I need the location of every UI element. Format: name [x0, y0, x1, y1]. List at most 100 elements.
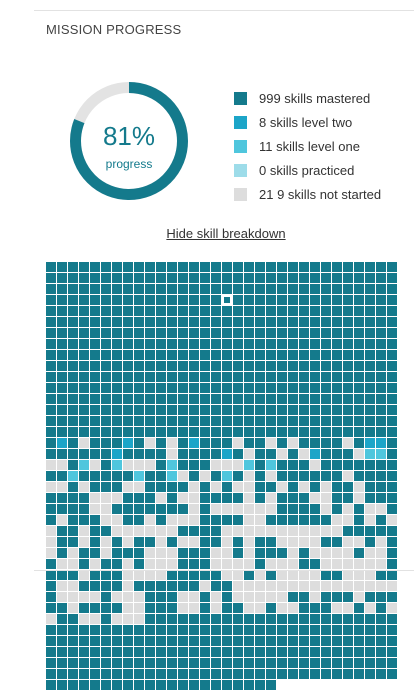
skill-cell[interactable] [376, 548, 386, 558]
skill-cell[interactable] [343, 350, 353, 360]
skill-cell[interactable] [112, 603, 122, 613]
skill-cell[interactable] [354, 515, 364, 525]
skill-cell[interactable] [90, 636, 100, 646]
skill-cell[interactable] [222, 471, 232, 481]
skill-cell[interactable] [200, 372, 210, 382]
skill-cell[interactable] [244, 647, 254, 657]
skill-cell[interactable] [57, 658, 67, 668]
skill-cell[interactable] [46, 361, 56, 371]
skill-cell[interactable] [145, 306, 155, 316]
skill-cell[interactable] [233, 570, 243, 580]
skill-cell[interactable] [387, 482, 397, 492]
skill-cell[interactable] [288, 680, 298, 690]
skill-cell[interactable] [156, 339, 166, 349]
skill-cell[interactable] [90, 273, 100, 283]
skill-cell[interactable] [277, 625, 287, 635]
skill-cell[interactable] [310, 647, 320, 657]
skill-cell[interactable] [277, 581, 287, 591]
skill-cell[interactable] [112, 306, 122, 316]
skill-cell[interactable] [57, 273, 67, 283]
skill-cell[interactable] [321, 658, 331, 668]
skill-cell[interactable] [123, 658, 133, 668]
skill-cell[interactable] [211, 273, 221, 283]
skill-cell[interactable] [123, 581, 133, 591]
skill-cell[interactable] [68, 317, 78, 327]
skill-cell[interactable] [244, 603, 254, 613]
skill-cell[interactable] [112, 427, 122, 437]
skill-cell[interactable] [112, 273, 122, 283]
skill-cell[interactable] [200, 570, 210, 580]
skill-cell[interactable] [255, 295, 265, 305]
skill-cell[interactable] [365, 372, 375, 382]
skill-cell[interactable] [156, 493, 166, 503]
skill-cell[interactable] [79, 460, 89, 470]
skill-cell[interactable] [189, 262, 199, 272]
skill-cell[interactable] [101, 592, 111, 602]
skill-cell[interactable] [101, 460, 111, 470]
skill-cell[interactable] [90, 372, 100, 382]
skill-cell[interactable] [288, 295, 298, 305]
skill-cell[interactable] [46, 559, 56, 569]
skill-cell[interactable] [156, 317, 166, 327]
skill-cell[interactable] [255, 603, 265, 613]
skill-cell[interactable] [343, 339, 353, 349]
skill-cell[interactable] [90, 350, 100, 360]
skill-cell[interactable] [112, 328, 122, 338]
skill-cell[interactable] [354, 350, 364, 360]
skill-cell[interactable] [145, 625, 155, 635]
skill-cell[interactable] [365, 537, 375, 547]
skill-cell[interactable] [387, 559, 397, 569]
skill-cell[interactable] [123, 515, 133, 525]
skill-cell[interactable] [200, 273, 210, 283]
skill-cell[interactable] [189, 416, 199, 426]
skill-cell[interactable] [321, 416, 331, 426]
skill-cell[interactable] [134, 317, 144, 327]
skill-cell[interactable] [299, 559, 309, 569]
skill-cell[interactable] [332, 449, 342, 459]
skill-cell[interactable] [101, 570, 111, 580]
skill-cell[interactable] [200, 625, 210, 635]
skill-cell[interactable] [156, 570, 166, 580]
skill-cell[interactable] [211, 515, 221, 525]
skill-cell[interactable] [233, 548, 243, 558]
skill-cell[interactable] [90, 471, 100, 481]
skill-cell[interactable] [233, 383, 243, 393]
skill-cell[interactable] [189, 273, 199, 283]
skill-cell[interactable] [101, 603, 111, 613]
skill-cell[interactable] [365, 262, 375, 272]
skill-cell[interactable] [68, 405, 78, 415]
skill-cell[interactable] [145, 449, 155, 459]
skill-cell[interactable] [277, 295, 287, 305]
skill-cell[interactable] [255, 658, 265, 668]
skill-cell[interactable] [255, 493, 265, 503]
skill-cell[interactable] [167, 504, 177, 514]
skill-cell[interactable] [255, 548, 265, 558]
skill-cell[interactable] [156, 328, 166, 338]
skill-cell[interactable] [134, 350, 144, 360]
skill-cell[interactable] [134, 306, 144, 316]
skill-cell[interactable] [332, 350, 342, 360]
skill-cell[interactable] [343, 559, 353, 569]
skill-cell[interactable] [101, 427, 111, 437]
skill-cell[interactable] [299, 394, 309, 404]
skill-cell[interactable] [134, 328, 144, 338]
skill-cell[interactable] [211, 350, 221, 360]
skill-cell[interactable] [79, 471, 89, 481]
skill-cell[interactable] [310, 394, 320, 404]
skill-cell[interactable] [376, 515, 386, 525]
skill-cell[interactable] [387, 273, 397, 283]
skill-cell[interactable] [288, 383, 298, 393]
skill-cell[interactable] [167, 306, 177, 316]
skill-cell[interactable] [354, 647, 364, 657]
skill-cell[interactable] [310, 350, 320, 360]
skill-cell[interactable] [46, 328, 56, 338]
skill-cell[interactable] [376, 482, 386, 492]
skill-cell[interactable] [321, 504, 331, 514]
skill-cell[interactable] [233, 614, 243, 624]
skill-cell[interactable] [57, 581, 67, 591]
skill-cell[interactable] [222, 570, 232, 580]
skill-cell[interactable] [343, 548, 353, 558]
skill-cell[interactable] [376, 405, 386, 415]
skill-cell[interactable] [79, 273, 89, 283]
skill-cell[interactable] [354, 416, 364, 426]
